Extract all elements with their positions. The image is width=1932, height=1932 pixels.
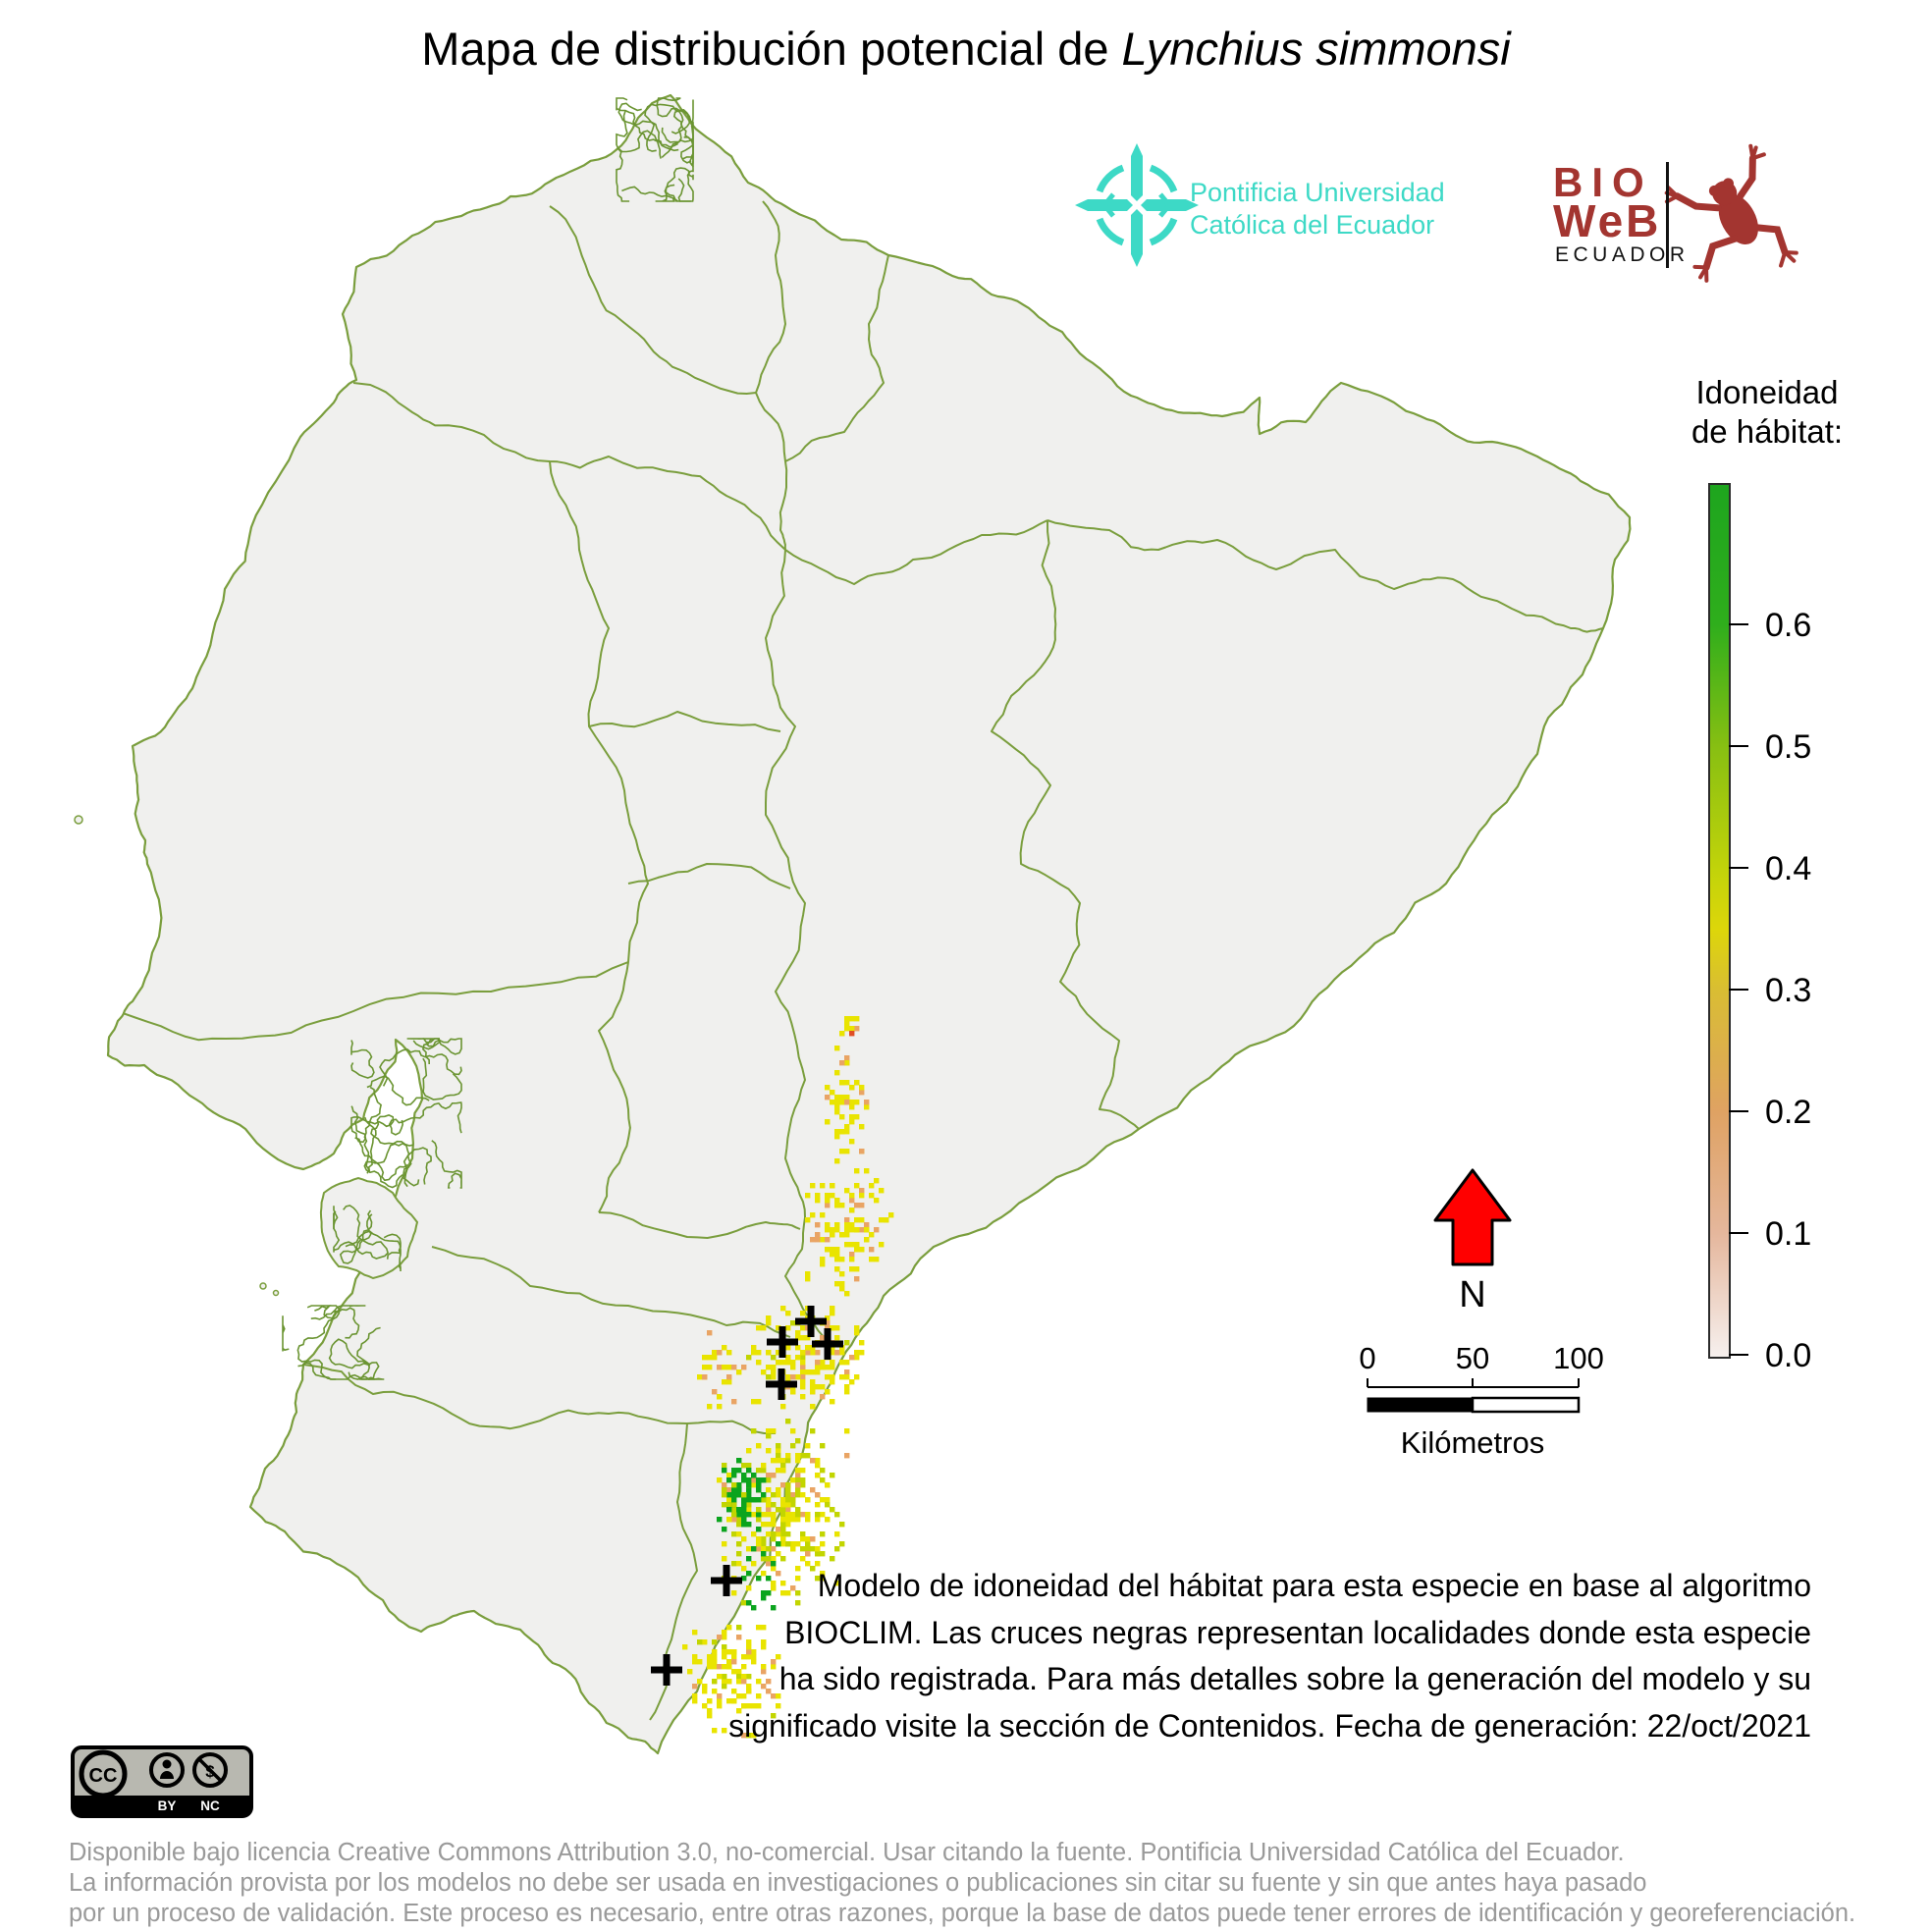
bioweb-logo-bio: BIO xyxy=(1553,159,1653,205)
bioweb-logo-ecuador: ECUADOR xyxy=(1555,243,1690,266)
legend-tick-label: 0.2 xyxy=(1765,1094,1812,1131)
model-description: Modelo de idoneidad del hábitat para est… xyxy=(728,1568,1811,1744)
legend-tick xyxy=(1729,867,1748,869)
legend-tick-label: 0.1 xyxy=(1765,1215,1812,1253)
scalebar-tick-50: 50 xyxy=(1455,1341,1490,1375)
legend-tick-label: 0.0 xyxy=(1765,1337,1812,1374)
legend-tick xyxy=(1729,623,1748,625)
bioweb-logo-web: WeB xyxy=(1553,195,1662,246)
cc-by-person-icon xyxy=(162,1759,172,1769)
legend-tick-label: 0.4 xyxy=(1765,850,1812,887)
svg-text:NC: NC xyxy=(200,1798,220,1813)
scalebar-tick-100: 100 xyxy=(1553,1341,1604,1375)
bioweb-logo-divider xyxy=(1666,162,1669,268)
bioweb-frog-icon xyxy=(1664,143,1798,283)
legend-tick-label: 0.3 xyxy=(1765,972,1812,1009)
puce-logo-icon xyxy=(1075,143,1199,267)
page-title: Mapa de distribución potencial de Lynchi… xyxy=(421,23,1511,75)
scalebar-units-label: Kilómetros xyxy=(1400,1425,1545,1460)
puce-logo-text: Pontificia Universidad Católica del Ecua… xyxy=(1190,178,1445,240)
license-footer-text: Disponible bajo licencia Creative Common… xyxy=(69,1839,1856,1927)
cc-icon: CC xyxy=(89,1765,118,1787)
legend-colorbar xyxy=(1708,483,1731,1359)
country-silhouette xyxy=(74,93,1632,1755)
species-name: Lynchius simmonsi xyxy=(1121,23,1511,75)
scalebar-tick-0: 0 xyxy=(1359,1341,1376,1375)
cc-license-badge: CC $ BY NC xyxy=(71,1745,253,1818)
scale-bar xyxy=(1367,1378,1581,1414)
legend-tick xyxy=(1729,745,1748,747)
north-label: N xyxy=(1459,1274,1486,1315)
legend-title: Idoneidad de hábitat: xyxy=(1690,374,1844,450)
legend-tick-label: 0.5 xyxy=(1765,728,1812,766)
mangrove-estuaries xyxy=(282,97,694,1380)
province-boundaries xyxy=(122,200,1604,1721)
legend-tick xyxy=(1729,1110,1748,1112)
legend-tick-label: 0.6 xyxy=(1765,607,1812,644)
north-arrow-icon xyxy=(1433,1168,1512,1266)
occurrence-crosses xyxy=(651,1306,843,1686)
svg-text:BY: BY xyxy=(158,1798,177,1813)
legend-tick xyxy=(1729,989,1748,991)
legend-tick xyxy=(1729,1232,1748,1234)
legend-tick xyxy=(1729,1354,1748,1356)
